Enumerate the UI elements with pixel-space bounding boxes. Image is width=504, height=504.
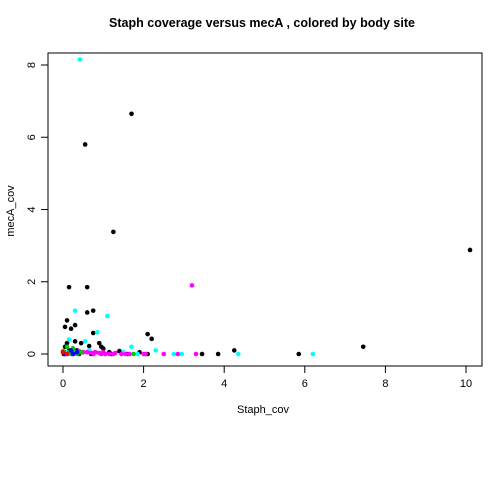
data-point <box>82 339 88 344</box>
data-point <box>129 111 134 117</box>
x-axis: 0 2 4 6 8 10 <box>60 365 472 390</box>
data-point <box>113 350 118 356</box>
data-point <box>66 284 72 290</box>
data-point <box>175 351 181 357</box>
data-point <box>135 351 140 357</box>
data-point <box>78 340 84 346</box>
data-point <box>70 351 76 357</box>
x-tick-label: 8 <box>382 378 388 390</box>
x-tick-label: 6 <box>302 378 308 390</box>
data-point <box>123 351 128 357</box>
data-point <box>74 349 80 355</box>
data-point <box>101 346 106 351</box>
data-point <box>111 229 116 235</box>
data-point <box>161 351 167 357</box>
data-point <box>62 324 68 330</box>
data-point <box>68 348 74 353</box>
data-point <box>236 351 241 357</box>
chart-title: Staph coverage versus mecA , colored by … <box>109 16 415 30</box>
data-point <box>84 284 90 290</box>
data-point <box>78 349 84 355</box>
data-point <box>90 330 96 336</box>
data-point <box>86 343 92 349</box>
data-point <box>64 318 70 323</box>
data-point <box>77 57 83 62</box>
data-point <box>98 351 104 357</box>
data-point <box>193 351 199 357</box>
data-point <box>72 339 78 344</box>
x-tick-label: 10 <box>460 378 472 390</box>
data-point <box>153 348 158 353</box>
data-point <box>149 336 154 342</box>
data-point <box>84 349 90 355</box>
data-point <box>60 349 66 355</box>
y-tick-label: 4 <box>26 206 38 212</box>
y-tick-label: 2 <box>26 279 38 285</box>
data-point <box>66 337 72 342</box>
data-point <box>90 351 96 357</box>
x-tick-label: 0 <box>60 378 66 390</box>
data-point <box>82 142 88 147</box>
x-axis-label: Staph_cov <box>237 404 289 416</box>
data-point <box>64 344 70 350</box>
data-point <box>68 326 74 332</box>
data-point <box>103 351 108 357</box>
y-tick-label: 6 <box>26 134 38 140</box>
data-point <box>179 351 185 357</box>
data-point <box>199 351 205 357</box>
data-point <box>107 351 112 357</box>
data-point <box>94 330 100 335</box>
data-point <box>215 351 221 357</box>
data-point <box>131 351 136 357</box>
data-point <box>296 351 302 357</box>
data-point <box>145 331 150 337</box>
data-point <box>90 308 96 313</box>
data-point <box>143 351 148 357</box>
y-axis-label: mecA_cov <box>5 185 17 237</box>
data-point <box>171 351 177 357</box>
data-points <box>60 57 473 357</box>
data-point <box>64 340 70 346</box>
data-point <box>129 344 134 350</box>
data-point <box>72 322 78 328</box>
y-tick-label: 0 <box>26 351 38 357</box>
point-series <box>60 349 70 357</box>
x-tick-label: 2 <box>141 378 147 390</box>
data-point <box>84 310 90 315</box>
data-point <box>360 344 366 350</box>
data-point <box>127 351 132 357</box>
data-point <box>105 313 110 319</box>
y-tick-label: 8 <box>26 62 38 68</box>
data-point <box>231 348 237 353</box>
data-point <box>310 351 316 357</box>
data-point <box>467 247 473 253</box>
data-point <box>119 351 124 357</box>
x-tick-label: 4 <box>221 378 227 390</box>
data-point <box>96 340 102 346</box>
data-point <box>72 308 78 313</box>
data-point <box>64 351 70 357</box>
y-axis: 0 2 4 6 8 <box>26 62 49 357</box>
data-point <box>189 283 195 288</box>
